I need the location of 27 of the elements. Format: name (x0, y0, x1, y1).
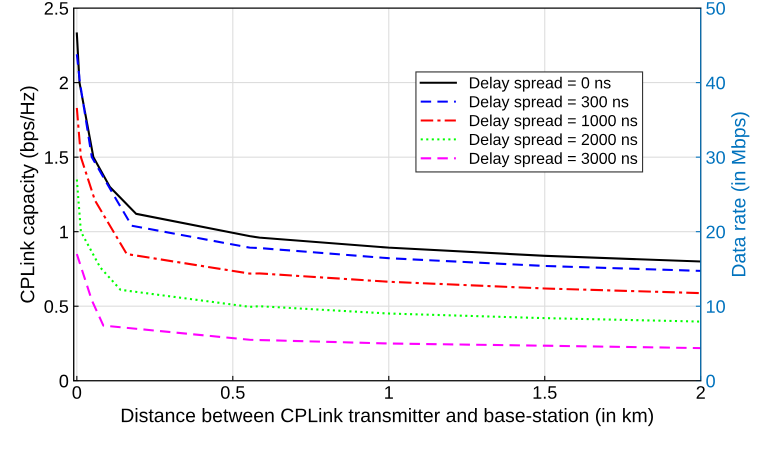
y2-tick-label: 20 (706, 226, 725, 238)
line-series (76, 178, 701, 323)
legend-label: Delay spread = 3000 ns (470, 152, 638, 168)
y2-tick-label: 50 (706, 2, 725, 15)
y-axis-title: CPLink capacity (bps/Hz) (20, 86, 38, 303)
y-tick-label: 0 (60, 374, 68, 388)
y-tick-label: 1 (60, 226, 68, 238)
legend-label: Delay spread = 1000 ns (470, 114, 638, 130)
x-tick-label: 1.5 (534, 386, 557, 399)
y-tick-label: 1.5 (45, 151, 68, 164)
line-series (76, 253, 701, 350)
x-tick-label: 0 (72, 386, 82, 399)
y2-tick-label: 10 (706, 300, 725, 313)
legend-label: Delay spread = 2000 ns (470, 133, 638, 148)
y-tick-label: 2 (60, 76, 68, 90)
legend-label: Delay spread = 0 ns (470, 76, 611, 92)
x-axis-title: Distance between CPLink transmitter and base-station (in km) (122, 408, 653, 426)
y2-tick-label: 30 (706, 151, 725, 164)
y2-tick-label: 0 (706, 374, 715, 388)
legend-label: Delay spread = 300 ns (470, 96, 628, 111)
x-tick-label: 1 (385, 386, 393, 399)
x-tick-label: 0.5 (220, 386, 245, 399)
x-tick-label: 2 (696, 386, 705, 399)
y-tick-label: 2.5 (44, 2, 68, 15)
y2-tick-label: 40 (706, 76, 725, 90)
y2-axis-title: Data rate (in Mbps) (731, 112, 750, 276)
y-tick-label: 0.5 (44, 300, 68, 313)
